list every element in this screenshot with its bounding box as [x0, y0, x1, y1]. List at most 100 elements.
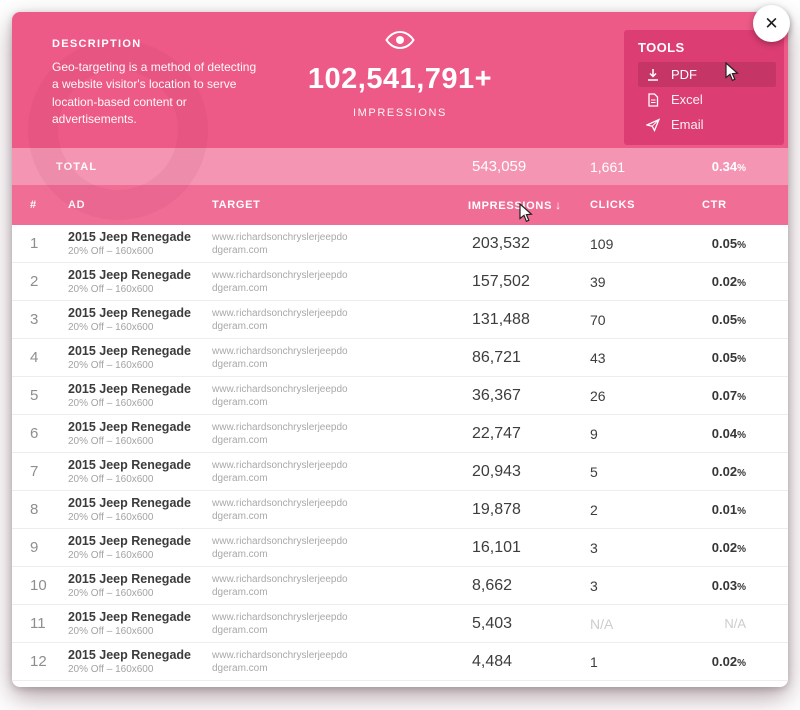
row-ctr-value: 0.05 [711, 312, 738, 327]
row-impressions: 203,532 [472, 234, 530, 252]
row-impressions: 5,403 [472, 614, 513, 632]
target-url-line2: dgeram.com [212, 586, 268, 598]
row-target: www.richardsonchryslerjeepdo dgeram.com [208, 421, 460, 447]
column-header-rank: # [30, 199, 37, 211]
description-body: Geo-targeting is a method of detecting a… [52, 60, 257, 127]
row-clicks: N/A [590, 615, 614, 632]
ad-subtitle: 20% Off – 160x600 [68, 398, 154, 410]
target-url-line1: www.richardsonchryslerjeepdo [212, 231, 348, 243]
totals-ctr-value: 0.34 [711, 159, 738, 174]
target-url-line2: dgeram.com [212, 282, 268, 294]
column-header-target[interactable]: TARGET [212, 199, 261, 211]
row-clicks: 3 [590, 539, 598, 556]
tool-excel-label: Excel [671, 92, 703, 107]
target-url-line2: dgeram.com [212, 662, 268, 674]
row-ctr-value: N/A [724, 616, 746, 631]
row-ctr: 0.01% [690, 502, 788, 517]
table-row: 2 2015 Jeep Renegade 20% Off – 160x600 w… [12, 263, 788, 301]
target-url-line1: www.richardsonchryslerjeepdo [212, 535, 348, 547]
row-impressions: 131,488 [472, 310, 530, 328]
row-ctr: 0.02% [690, 654, 788, 669]
row-impressions: 20,943 [472, 462, 521, 480]
ad-subtitle: 20% Off – 160x600 [68, 436, 154, 448]
row-ctr: 0.05% [690, 312, 788, 327]
ad-title: 2015 Jeep Renegade [68, 343, 191, 358]
eye-icon [385, 30, 415, 54]
table-row: 9 2015 Jeep Renegade 20% Off – 160x600 w… [12, 529, 788, 567]
totals-ctr-unit: % [737, 163, 746, 174]
row-ctr-unit: % [737, 506, 746, 517]
row-clicks: 70 [590, 311, 606, 328]
spreadsheet-icon [646, 92, 660, 107]
target-url-line1: www.richardsonchryslerjeepdo [212, 383, 348, 395]
ad-subtitle: 20% Off – 160x600 [68, 322, 154, 334]
table-row: 4 2015 Jeep Renegade 20% Off – 160x600 w… [12, 339, 788, 377]
row-ad: 2015 Jeep Renegade 20% Off – 160x600 [56, 458, 208, 485]
tool-email-label: Email [671, 117, 704, 132]
column-header-ctr[interactable]: CTR [702, 199, 727, 211]
row-ctr-unit: % [737, 582, 746, 593]
close-button[interactable]: ✕ [753, 5, 790, 42]
row-ctr-value: 0.02 [711, 274, 738, 289]
target-url-line2: dgeram.com [212, 320, 268, 332]
row-target: www.richardsonchryslerjeepdo dgeram.com [208, 345, 460, 371]
row-ad: 2015 Jeep Renegade 20% Off – 160x600 [56, 496, 208, 523]
row-ctr: 0.05% [690, 350, 788, 365]
row-ctr: 0.02% [690, 274, 788, 289]
table-row: 12 2015 Jeep Renegade 20% Off – 160x600 … [12, 643, 788, 681]
ad-title: 2015 Jeep Renegade [68, 381, 191, 396]
row-ad: 2015 Jeep Renegade 20% Off – 160x600 [56, 648, 208, 675]
row-ctr: 0.03% [690, 578, 788, 593]
column-header-ad[interactable]: AD [68, 199, 86, 211]
row-target: www.richardsonchryslerjeepdo dgeram.com [208, 231, 460, 257]
row-impressions: 16,101 [472, 538, 521, 556]
table-row: 8 2015 Jeep Renegade 20% Off – 160x600 w… [12, 491, 788, 529]
table-row: 1 2015 Jeep Renegade 20% Off – 160x600 w… [12, 225, 788, 263]
target-url-line1: www.richardsonchryslerjeepdo [212, 649, 348, 661]
tool-pdf[interactable]: PDF [638, 62, 776, 87]
report-modal: DESCRIPTION Geo-targeting is a method of… [12, 12, 788, 687]
row-impressions: 157,502 [472, 272, 530, 290]
ad-subtitle: 20% Off – 160x600 [68, 474, 154, 486]
ad-subtitle: 20% Off – 160x600 [68, 246, 154, 258]
row-impressions: 22,747 [472, 424, 521, 442]
row-rank: 2 [30, 273, 39, 290]
column-header-clicks[interactable]: CLICKS [590, 199, 636, 211]
ad-title: 2015 Jeep Renegade [68, 457, 191, 472]
row-rank: 10 [30, 577, 47, 594]
target-url-line2: dgeram.com [212, 396, 268, 408]
row-clicks: 109 [590, 235, 614, 252]
row-target: www.richardsonchryslerjeepdo dgeram.com [208, 269, 460, 295]
target-url-line1: www.richardsonchryslerjeepdo [212, 269, 348, 281]
row-target: www.richardsonchryslerjeepdo dgeram.com [208, 497, 460, 523]
description-panel: DESCRIPTION Geo-targeting is a method of… [52, 38, 257, 129]
send-icon [646, 117, 660, 132]
row-clicks: 43 [590, 349, 606, 366]
ad-subtitle: 20% Off – 160x600 [68, 360, 154, 372]
row-ad: 2015 Jeep Renegade 20% Off – 160x600 [56, 610, 208, 637]
row-ctr: 0.07% [690, 388, 788, 403]
column-header-impressions[interactable]: IMPRESSIONS ↓ [460, 198, 580, 212]
row-ctr-value: 0.07 [711, 388, 738, 403]
tool-excel[interactable]: Excel [638, 87, 776, 112]
tool-email[interactable]: Email [638, 112, 776, 137]
row-rank: 12 [30, 653, 47, 670]
table-row: 5 2015 Jeep Renegade 20% Off – 160x600 w… [12, 377, 788, 415]
row-ad: 2015 Jeep Renegade 20% Off – 160x600 [56, 306, 208, 333]
ad-subtitle: 20% Off – 160x600 [68, 550, 154, 562]
row-target: www.richardsonchryslerjeepdo dgeram.com [208, 535, 460, 561]
row-ctr-value: 0.05 [711, 236, 738, 251]
row-ctr: 0.02% [690, 464, 788, 479]
target-url-line1: www.richardsonchryslerjeepdo [212, 497, 348, 509]
ad-title: 2015 Jeep Renegade [68, 495, 191, 510]
table-row: 7 2015 Jeep Renegade 20% Off – 160x600 w… [12, 453, 788, 491]
target-url-line2: dgeram.com [212, 548, 268, 560]
ad-subtitle: 20% Off – 160x600 [68, 588, 154, 600]
ad-subtitle: 20% Off – 160x600 [68, 284, 154, 296]
tools-panel: TOOLS PDF Excel Email [624, 30, 784, 145]
target-url-line1: www.richardsonchryslerjeepdo [212, 421, 348, 433]
row-ctr-unit: % [737, 468, 746, 479]
row-ctr-unit: % [737, 354, 746, 365]
ad-title: 2015 Jeep Renegade [68, 419, 191, 434]
table-row: 3 2015 Jeep Renegade 20% Off – 160x600 w… [12, 301, 788, 339]
